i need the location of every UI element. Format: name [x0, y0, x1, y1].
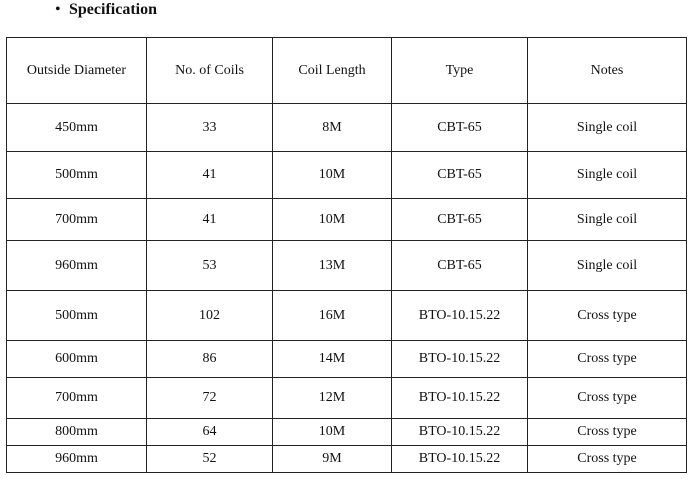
- column-header: Coil Length: [272, 37, 392, 104]
- table-cell: 33: [146, 103, 273, 152]
- column-header: Outside Diameter: [6, 37, 147, 104]
- table-row: 500mm 41 10M CBT-65 Single coil: [6, 151, 687, 199]
- table-cell: BTO-10.15.22: [391, 418, 528, 446]
- table-cell: 12M: [272, 377, 392, 419]
- table-row: 700mm 41 10M CBT-65 Single coil: [6, 198, 687, 241]
- table-cell: 500mm: [6, 290, 147, 341]
- table-cell: 14M: [272, 340, 392, 378]
- table-row: 450mm 33 8M CBT-65 Single coil: [6, 103, 687, 152]
- title: Specification: [69, 1, 157, 18]
- spec-table: Outside Diameter No. of Coils Coil Length T…: [6, 37, 687, 473]
- table-row: 500mm 102 16M BTO-10.15.22 Cross type: [6, 290, 687, 341]
- table-cell: 10M: [272, 418, 392, 446]
- table-row: 960mm 53 13M CBT-65 Single coil: [6, 240, 687, 291]
- table-cell: 41: [146, 151, 273, 199]
- table-cell: Cross type: [527, 377, 687, 419]
- table-cell: BTO-10.15.22: [391, 377, 528, 419]
- table-cell: Cross type: [527, 340, 687, 378]
- table-cell: BTO-10.15.22: [391, 445, 528, 473]
- table-cell: CBT-65: [391, 103, 528, 152]
- table-row: 960mm 52 9M BTO-10.15.22 Cross type: [6, 445, 687, 473]
- table-cell: 600mm: [6, 340, 147, 378]
- table-cell: 960mm: [6, 240, 147, 291]
- bullet: •: [55, 1, 61, 18]
- table-cell: 13M: [272, 240, 392, 291]
- table-cell: Single coil: [527, 103, 687, 152]
- table-cell: 960mm: [6, 445, 147, 473]
- table-cell: Single coil: [527, 198, 687, 241]
- table-cell: Cross type: [527, 290, 687, 341]
- column-header: No. of Coils: [146, 37, 273, 104]
- table-cell: 8M: [272, 103, 392, 152]
- table-cell: Single coil: [527, 151, 687, 199]
- column-header: Notes: [527, 37, 687, 104]
- table-cell: BTO-10.15.22: [391, 340, 528, 378]
- section-heading: • Specification: [55, 1, 157, 19]
- table-cell: 41: [146, 198, 273, 241]
- table-cell: CBT-65: [391, 198, 528, 241]
- table-cell: 52: [146, 445, 273, 473]
- table-cell: 102: [146, 290, 273, 341]
- table-cell: Cross type: [527, 445, 687, 473]
- table-cell: 450mm: [6, 103, 147, 152]
- table-cell: 53: [146, 240, 273, 291]
- column-header: Type: [391, 37, 528, 104]
- table-header: Outside Diameter No. of Coils Coil Length T…: [6, 37, 687, 104]
- table-cell: 86: [146, 340, 273, 378]
- table-body: 450mm 33 8M CBT-65 Single coil 500mm 41 10M CBT-…: [6, 103, 687, 473]
- table-cell: Single coil: [527, 240, 687, 291]
- table-cell: 700mm: [6, 198, 147, 241]
- table-cell: 72: [146, 377, 273, 419]
- table-row: 600mm 86 14M BTO-10.15.22 Cross type: [6, 340, 687, 378]
- table-cell: 700mm: [6, 377, 147, 419]
- table-cell: 16M: [272, 290, 392, 341]
- table-cell: CBT-65: [391, 151, 528, 199]
- table-cell: Cross type: [527, 418, 687, 446]
- table-row: 800mm 64 10M BTO-10.15.22 Cross type: [6, 418, 687, 446]
- table-cell: 500mm: [6, 151, 147, 199]
- table-cell: 10M: [272, 151, 392, 199]
- table-cell: CBT-65: [391, 240, 528, 291]
- table-cell: 800mm: [6, 418, 147, 446]
- table-row: 700mm 72 12M BTO-10.15.22 Cross type: [6, 377, 687, 419]
- table-cell: 9M: [272, 445, 392, 473]
- table-cell: 10M: [272, 198, 392, 241]
- table-cell: BTO-10.15.22: [391, 290, 528, 341]
- header-row: Outside Diameter No. of Coils Coil Length T…: [6, 37, 687, 104]
- table-cell: 64: [146, 418, 273, 446]
